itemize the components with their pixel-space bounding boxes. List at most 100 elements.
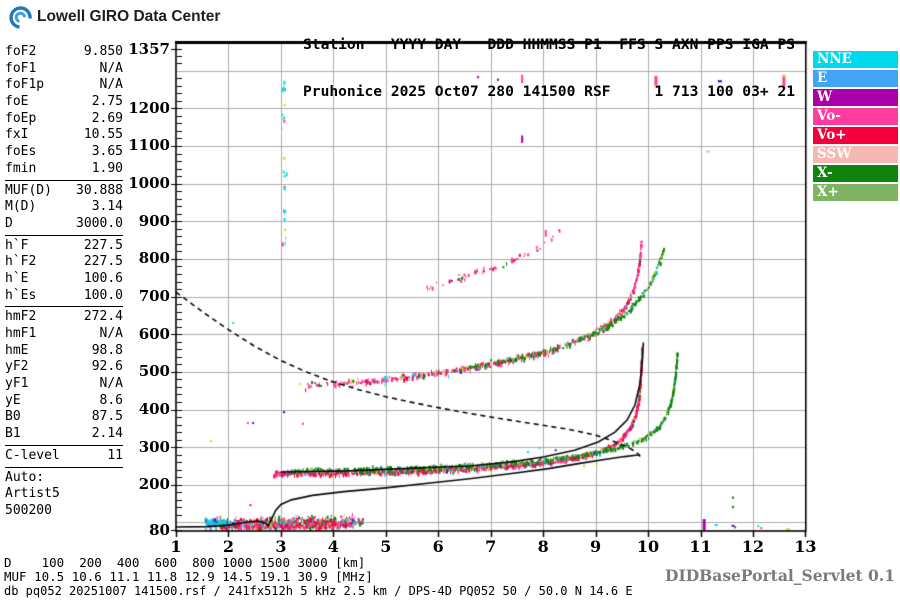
param-value: 11 bbox=[107, 447, 123, 463]
param-label: hmE bbox=[5, 342, 29, 358]
param-value: N/A bbox=[99, 376, 123, 392]
station-header-columns: Station YYYY DAY DDD HHMMSS P1 FFS S AXN… bbox=[303, 36, 796, 54]
param-row: hmE 98.8 bbox=[5, 343, 123, 360]
param-row: fxI 10.55 bbox=[5, 127, 123, 144]
auto-scaler-line: Auto: bbox=[5, 469, 45, 485]
y-tick-label: 900 bbox=[138, 211, 170, 230]
y-tick-label: 1200 bbox=[128, 98, 170, 117]
param-label: h`Es bbox=[5, 287, 37, 303]
param-row: foEp 2.69 bbox=[5, 111, 123, 128]
param-value: 100.0 bbox=[83, 287, 123, 303]
legend-item-ssw: SSW bbox=[813, 146, 898, 163]
muf-row: MUF 10.5 10.6 11.1 11.8 12.9 14.5 19.1 3… bbox=[4, 569, 373, 584]
param-value: 1.90 bbox=[91, 160, 123, 176]
param-label: hmF1 bbox=[5, 326, 37, 341]
param-row: h`F2 227.5 bbox=[5, 254, 123, 271]
legend-item-w: W bbox=[813, 89, 898, 106]
legend-item-vo+: Vo+ bbox=[813, 127, 898, 144]
x-tick-label: 6 bbox=[432, 537, 444, 556]
servlet-version-label: DIDBasePortal_Servlet 0.1 bbox=[665, 566, 895, 585]
y-tick-label: 1357 bbox=[128, 39, 170, 58]
x-tick-label: 10 bbox=[636, 537, 660, 556]
y-tick-label: 300 bbox=[138, 437, 170, 456]
param-row: yF1 N/A bbox=[5, 376, 123, 393]
param-label: M(D) bbox=[5, 199, 37, 215]
param-label: fxI bbox=[5, 127, 29, 143]
x-tick-label: 12 bbox=[741, 537, 765, 556]
param-row: foEs 3.65 bbox=[5, 144, 123, 161]
y-tick-label: 200 bbox=[138, 475, 170, 494]
param-row: foF1 N/A bbox=[5, 61, 123, 78]
param-label: hmF2 bbox=[5, 309, 37, 325]
legend-item-x-: X- bbox=[813, 165, 898, 182]
param-row: D 3000.0 bbox=[5, 216, 123, 233]
legend-item-x+: X+ bbox=[813, 184, 898, 201]
param-row: B1 2.14 bbox=[5, 426, 123, 443]
x-tick-label: 2 bbox=[222, 537, 234, 556]
auto-scaler-line: Artist5 bbox=[5, 486, 60, 502]
param-value: 227.5 bbox=[83, 237, 123, 253]
param-value: 3000.0 bbox=[76, 215, 123, 231]
param-label: foE bbox=[5, 94, 29, 110]
x-tick-label: 4 bbox=[327, 537, 339, 556]
station-header-values: Pruhonice 2025 Oct07 280 141500 RSF 1 71… bbox=[303, 82, 796, 100]
distance-row: D 100 200 400 600 800 1000 1500 3000 [km… bbox=[4, 555, 366, 570]
param-value: 100.6 bbox=[83, 270, 123, 286]
param-value: 92.6 bbox=[91, 359, 123, 375]
param-label: yE bbox=[5, 392, 21, 408]
param-label: yF1 bbox=[5, 376, 29, 392]
echo-type-legend: NNE E W Vo- Vo+ SSW X- X+ bbox=[813, 51, 898, 203]
panel-separator bbox=[5, 234, 123, 236]
param-row: yE 8.6 bbox=[5, 393, 123, 410]
param-value: 98.8 bbox=[91, 342, 123, 358]
param-row: B0 87.5 bbox=[5, 409, 123, 426]
y-tick-label: 1000 bbox=[128, 174, 170, 193]
param-label: foF2 bbox=[5, 44, 37, 59]
param-label: B0 bbox=[5, 409, 21, 425]
param-value: 2.75 bbox=[91, 94, 123, 110]
legend-item-nne: NNE bbox=[813, 51, 898, 68]
param-value: 9.850 bbox=[83, 44, 123, 59]
y-tick-label: 400 bbox=[138, 400, 170, 419]
station-header: Station YYYY DAY DDD HHMMSS P1 FFS S AXN… bbox=[303, 6, 795, 131]
param-row: foF1p N/A bbox=[5, 77, 123, 94]
scaled-parameters-panel: foF2 9.850 foF1 N/A foF1p N/A foE 2.75 foEp 2.69 f… bbox=[5, 44, 123, 520]
giro-logo-icon bbox=[9, 6, 32, 29]
param-label: fmin bbox=[5, 160, 37, 176]
param-value: 3.14 bbox=[91, 199, 123, 215]
param-label: C-level bbox=[5, 447, 60, 463]
panel-separator bbox=[5, 466, 123, 468]
param-row: foF2 9.850 bbox=[5, 44, 123, 61]
param-value: N/A bbox=[99, 326, 123, 341]
param-label: B1 bbox=[5, 426, 21, 442]
legend-item-vo-: Vo- bbox=[813, 108, 898, 125]
param-row: hmF1 N/A bbox=[5, 326, 123, 343]
param-row: h`E 100.6 bbox=[5, 271, 123, 288]
param-label: yF2 bbox=[5, 359, 29, 375]
param-value: 87.5 bbox=[91, 409, 123, 425]
param-value: 2.14 bbox=[91, 426, 123, 442]
x-tick-label: 8 bbox=[537, 537, 549, 556]
y-tick-label: 80 bbox=[149, 520, 170, 539]
panel-separator bbox=[5, 306, 123, 308]
param-value: 30.888 bbox=[76, 182, 123, 198]
param-value: N/A bbox=[99, 77, 123, 93]
panel-separator bbox=[5, 179, 123, 181]
param-label: MUF(D) bbox=[5, 182, 52, 198]
x-tick-label: 11 bbox=[689, 537, 712, 556]
param-row: foE 2.75 bbox=[5, 94, 123, 111]
param-row: C-level 11 bbox=[5, 448, 123, 465]
param-value: 272.4 bbox=[83, 309, 123, 325]
param-value: N/A bbox=[99, 60, 123, 76]
y-tick-label: 1100 bbox=[128, 136, 170, 155]
x-tick-label: 13 bbox=[794, 537, 817, 556]
param-label: foEp bbox=[5, 110, 37, 126]
y-tick-label: 500 bbox=[138, 362, 170, 381]
param-row: MUF(D) 30.888 bbox=[5, 183, 123, 200]
param-label: foF1 bbox=[5, 60, 37, 76]
param-row: h`F 227.5 bbox=[5, 238, 123, 255]
param-row: hmF2 272.4 bbox=[5, 309, 123, 326]
auto-scaler-line: 500200 bbox=[5, 502, 52, 518]
y-tick-label: 800 bbox=[138, 249, 170, 268]
panel-separator bbox=[5, 444, 123, 446]
